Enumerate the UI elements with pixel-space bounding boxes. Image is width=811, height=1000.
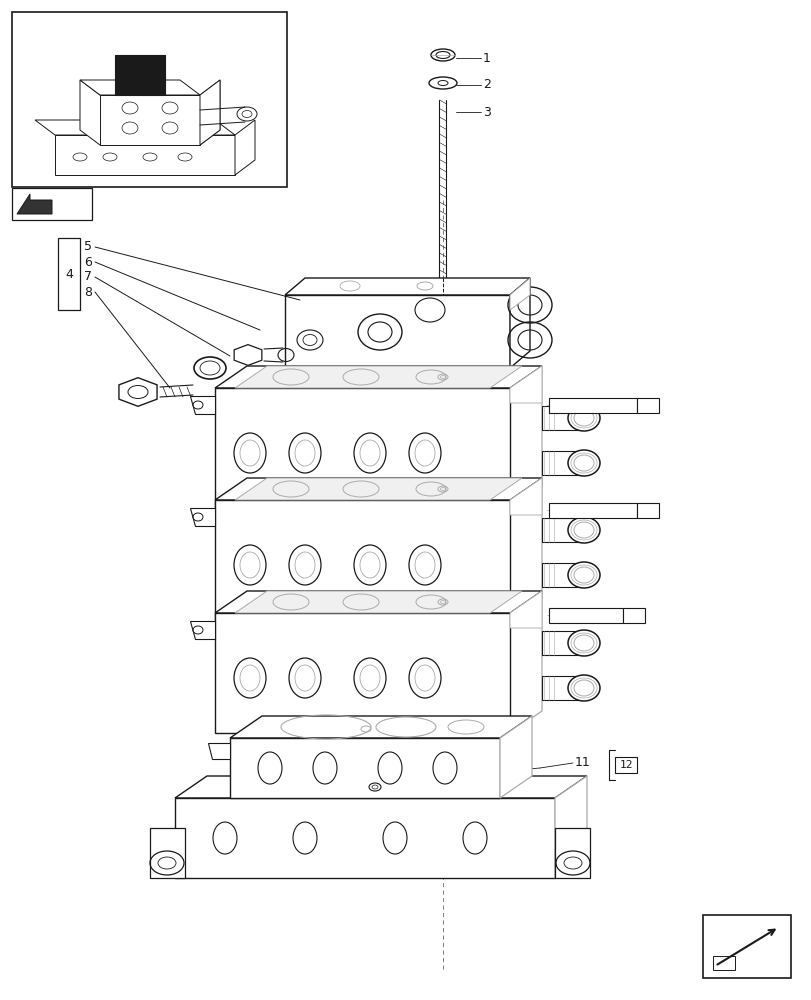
- Polygon shape: [234, 120, 255, 175]
- Polygon shape: [190, 396, 215, 414]
- Ellipse shape: [568, 517, 599, 543]
- Text: 2: 2: [483, 79, 491, 92]
- Ellipse shape: [568, 675, 599, 701]
- Bar: [12, 188, 92, 220]
- Polygon shape: [150, 828, 185, 878]
- Polygon shape: [509, 366, 541, 403]
- Text: 13: 13: [626, 610, 640, 620]
- Polygon shape: [489, 368, 509, 380]
- Polygon shape: [208, 743, 230, 759]
- Polygon shape: [215, 366, 541, 388]
- Text: 1.82.7/A: 1.82.7/A: [552, 610, 607, 620]
- Polygon shape: [175, 798, 554, 878]
- Polygon shape: [190, 508, 215, 526]
- Bar: [548, 503, 636, 518]
- Polygon shape: [215, 478, 541, 500]
- Polygon shape: [509, 591, 541, 628]
- Polygon shape: [541, 518, 581, 542]
- Polygon shape: [200, 80, 220, 145]
- Polygon shape: [554, 776, 586, 878]
- Polygon shape: [190, 621, 215, 639]
- Bar: [702, 915, 790, 978]
- Ellipse shape: [568, 405, 599, 431]
- Bar: [548, 398, 636, 413]
- Polygon shape: [285, 375, 320, 380]
- Polygon shape: [541, 451, 581, 475]
- Bar: [636, 503, 659, 518]
- Ellipse shape: [568, 450, 599, 476]
- Text: 7: 7: [84, 270, 92, 284]
- Polygon shape: [234, 478, 521, 500]
- Polygon shape: [509, 366, 541, 508]
- Polygon shape: [285, 295, 509, 368]
- Bar: [58, 238, 80, 310]
- Polygon shape: [215, 388, 509, 508]
- Polygon shape: [509, 278, 530, 310]
- Polygon shape: [234, 366, 521, 388]
- Ellipse shape: [568, 562, 599, 588]
- Polygon shape: [554, 828, 590, 878]
- Polygon shape: [285, 278, 530, 295]
- Polygon shape: [509, 591, 541, 733]
- Polygon shape: [215, 591, 541, 613]
- Text: 6: 6: [84, 255, 92, 268]
- Polygon shape: [541, 631, 581, 655]
- Bar: [548, 608, 622, 623]
- Polygon shape: [234, 591, 521, 613]
- Polygon shape: [500, 716, 531, 798]
- Text: 8: 8: [84, 286, 92, 298]
- Polygon shape: [234, 345, 261, 365]
- Text: 1.82.7/05A: 1.82.7/05A: [552, 505, 620, 515]
- Polygon shape: [541, 406, 581, 430]
- Bar: [622, 608, 644, 623]
- Polygon shape: [175, 776, 586, 798]
- Polygon shape: [80, 80, 220, 145]
- Text: 9: 9: [644, 400, 650, 410]
- Polygon shape: [285, 368, 315, 380]
- Polygon shape: [215, 613, 509, 733]
- Polygon shape: [541, 676, 581, 700]
- Polygon shape: [55, 135, 234, 175]
- Ellipse shape: [568, 630, 599, 656]
- Text: 4: 4: [65, 267, 73, 280]
- Text: 1: 1: [483, 51, 491, 64]
- Text: 5: 5: [84, 240, 92, 253]
- Polygon shape: [118, 378, 157, 406]
- Polygon shape: [230, 716, 531, 738]
- Polygon shape: [509, 478, 541, 515]
- Polygon shape: [35, 120, 234, 135]
- Polygon shape: [17, 194, 52, 214]
- Polygon shape: [230, 738, 500, 798]
- Polygon shape: [100, 95, 200, 145]
- Polygon shape: [80, 80, 200, 95]
- Text: 1.82.7/09A: 1.82.7/09A: [552, 400, 620, 410]
- Polygon shape: [541, 563, 581, 587]
- Bar: [12, 12, 286, 187]
- Text: 12: 12: [619, 760, 632, 770]
- Text: 10: 10: [641, 505, 654, 515]
- Text: 11: 11: [574, 756, 590, 770]
- Polygon shape: [115, 55, 165, 95]
- Polygon shape: [509, 278, 530, 368]
- Text: 3: 3: [483, 105, 491, 118]
- Polygon shape: [215, 500, 509, 620]
- Bar: [636, 398, 659, 413]
- Bar: [614, 757, 636, 773]
- Polygon shape: [712, 956, 734, 970]
- Polygon shape: [509, 478, 541, 620]
